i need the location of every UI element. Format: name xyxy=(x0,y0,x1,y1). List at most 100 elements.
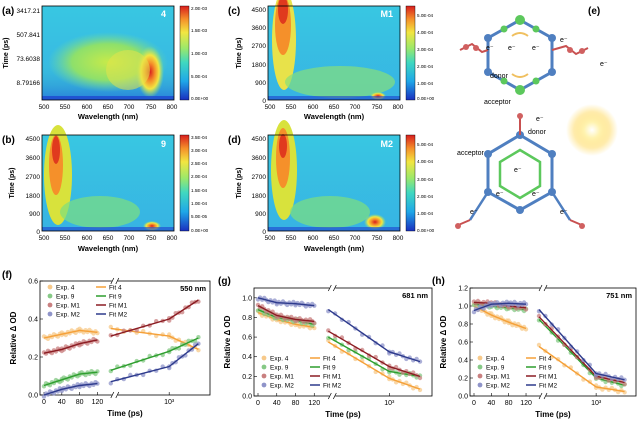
panel-e: (e) e⁻ e⁻ e⁻ e⁻ e⁻ donor acceptor xyxy=(455,6,618,229)
electron-label: e⁻ xyxy=(508,45,516,52)
xtick: 600 xyxy=(82,104,93,111)
cbar-label: 0.0E+00 xyxy=(191,228,209,233)
legend-label-exp: Exp. M2 xyxy=(56,312,80,319)
legend-label-exp: Exp. M1 xyxy=(270,374,294,381)
exp-point-9 xyxy=(326,335,331,341)
cbar-label: 0.0E+00 xyxy=(417,228,435,233)
cbar-label: 0.0E+00 xyxy=(417,96,435,101)
y-tick-label: 0.8 xyxy=(242,315,252,322)
legend-label-exp: Exp. M1 xyxy=(56,303,80,310)
cbar-label: 1.0E-04 xyxy=(191,201,208,206)
fit-line-M2 xyxy=(327,309,421,363)
y-tick-label: 0.4 xyxy=(242,354,252,361)
ytick: 4500 xyxy=(252,7,267,14)
exp-point-M2 xyxy=(417,359,423,364)
sample-tag-c: M1 xyxy=(380,9,393,19)
legend-marker-exp xyxy=(47,302,53,308)
x-tick-label: 0 xyxy=(472,400,476,407)
panel-g: 0.0 0.2 0.4 0.6 0.8 1.0 0 40 80 120 10³ Time (ps) Re… xyxy=(223,284,433,419)
xtick: 650 xyxy=(329,104,340,111)
legend: Exp. 4 Fit 4 Exp. 9 Fit 9 Exp. M1 Fit M1 Exp. … xyxy=(477,355,557,390)
x-axis-label: Wavelength (nm) xyxy=(304,244,365,253)
legend-marker-exp xyxy=(261,355,267,361)
legend-label-fit: Fit 4 xyxy=(539,356,552,363)
fit-line-M1 xyxy=(327,330,421,378)
y-axis-label: Relative Δ OD xyxy=(439,315,448,368)
fit-line-9 xyxy=(43,371,98,387)
ytick: 900 xyxy=(255,211,266,218)
cbar-label: 1.0E-04 xyxy=(417,211,434,216)
y-tick-label: 0.4 xyxy=(28,317,38,324)
xtick: 700 xyxy=(124,104,135,111)
fit-line-M2 xyxy=(43,382,98,396)
legend-label-fit: Fit 4 xyxy=(109,285,122,292)
y-axis-label: Relative Δ OD xyxy=(9,311,18,364)
panel-a-letter: (a) xyxy=(2,6,14,17)
y-tick-label: 0.6 xyxy=(242,335,252,342)
legend-marker-exp xyxy=(477,355,483,361)
legend-label-exp: Exp. M2 xyxy=(486,383,510,390)
legend-marker-exp xyxy=(477,373,483,379)
y-tick-label: 0.0 xyxy=(28,393,38,400)
framework-bottom xyxy=(455,113,585,229)
legend-marker-exp xyxy=(261,373,267,379)
legend-label-fit: Fit 9 xyxy=(109,294,122,301)
xtick: 600 xyxy=(308,235,319,242)
ytick: 2700 xyxy=(26,174,41,181)
axis-break xyxy=(110,277,120,399)
panel-b: (b) 9 4500 3600 2700 1800 900 0 Time (ps… xyxy=(2,125,209,253)
fit-line-M2 xyxy=(473,302,527,312)
x-axis-label: Time (ps) xyxy=(325,410,361,419)
exp-point-M2 xyxy=(622,377,627,382)
ytick: 507.841 xyxy=(17,32,41,39)
legend-label-exp: Exp. 4 xyxy=(486,356,505,363)
colorbar-b xyxy=(179,134,190,232)
legend-label-exp: Exp. M2 xyxy=(270,383,294,390)
electron-label: e⁻ xyxy=(600,61,608,68)
legend-marker-exp xyxy=(477,382,483,388)
cbar-label: 2.0E-04 xyxy=(417,194,434,199)
ytick: 0 xyxy=(36,229,40,236)
electron-label: e⁻ xyxy=(532,45,540,52)
xtick: 500 xyxy=(39,235,50,242)
xtick: 600 xyxy=(308,104,319,111)
y-tick-label: 0.0 xyxy=(458,394,468,401)
y-tick-label: 0.2 xyxy=(28,355,38,362)
legend-label-fit: Fit M2 xyxy=(323,383,341,390)
legend-label-exp: Exp. 9 xyxy=(56,294,75,301)
sample-tag-a: 4 xyxy=(161,9,166,19)
cbar-label: 3.0E-04 xyxy=(191,148,208,153)
fit-line-M2 xyxy=(110,343,199,383)
x-axis-label: Time (ps) xyxy=(107,409,143,418)
xtick: 700 xyxy=(350,235,361,242)
xtick: 700 xyxy=(124,235,135,242)
legend-label-fit: Fit 9 xyxy=(539,365,552,372)
x-tick-label: 10³ xyxy=(384,400,395,407)
electron-label: e⁻ xyxy=(532,191,540,198)
panel-c: (c) M1 4500 3600 2700 1800 900 0 Time (p… xyxy=(228,0,435,121)
ytick: 900 xyxy=(255,80,266,87)
ytick: 2700 xyxy=(252,43,267,50)
xtick: 550 xyxy=(60,235,71,242)
panel-b-letter: (b) xyxy=(2,135,15,146)
axis-break xyxy=(328,284,337,400)
xtick: 750 xyxy=(146,235,157,242)
ytick: 4500 xyxy=(252,136,267,143)
legend-marker-exp xyxy=(47,293,53,299)
cbar-label: 3.5E-04 xyxy=(191,135,208,140)
y-tick-label: 0.6 xyxy=(458,340,468,347)
electron-label: e⁻ xyxy=(486,45,494,52)
xtick: 500 xyxy=(265,235,276,242)
y-axis-label: Relative Δ OD xyxy=(223,315,232,368)
plot-frame xyxy=(253,287,433,397)
cbar-label: 2.5E-04 xyxy=(191,161,208,166)
legend-marker-exp xyxy=(47,311,53,317)
cbar-label: 5.0E-04 xyxy=(191,74,208,79)
legend-label-fit: Fit M2 xyxy=(109,312,127,319)
electron-label: e⁻ xyxy=(560,209,568,216)
legend-marker-exp xyxy=(477,364,483,370)
panel-h: 0.0 0.2 0.4 0.6 0.8 1.0 1.2 0 40 80 120 10³ Time (ps… xyxy=(439,284,637,419)
ytick: 3600 xyxy=(252,25,267,32)
legend-label-fit: Fit M1 xyxy=(323,374,341,381)
